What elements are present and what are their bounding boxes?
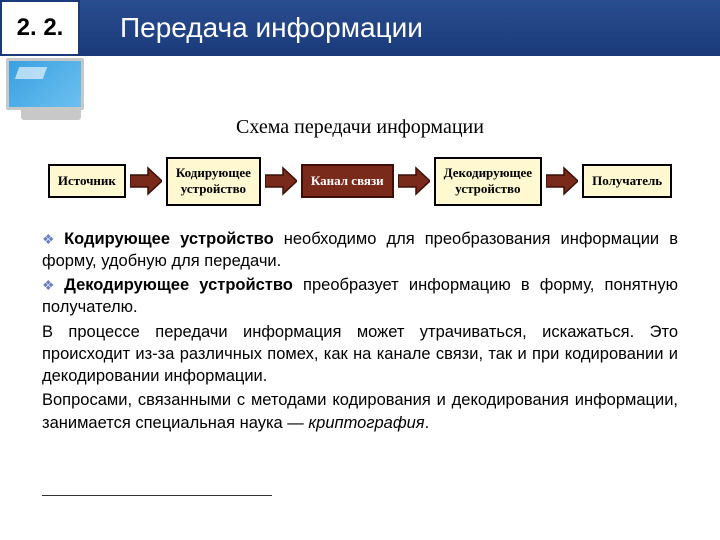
monitor-icon: [6, 58, 96, 128]
flow-node-encoder: Кодирующееустройство: [166, 157, 261, 206]
slide-header: 2. 2. Передача информации: [0, 0, 720, 56]
arrow-icon: [130, 166, 162, 196]
transmission-flowchart: Источник Кодирующееустройство Канал связи Д…: [0, 157, 720, 206]
body-paragraph: ❖Кодирующее устройство необходимо для пр…: [42, 228, 678, 273]
flow-node-decoder: Декодирующееустройство: [434, 157, 542, 206]
body-paragraph: Вопросами, связанными с методами кодиров…: [42, 389, 678, 434]
schema-subtitle: Схема передачи информации: [0, 116, 720, 139]
flow-node-source: Источник: [48, 164, 126, 198]
arrow-icon: [546, 166, 578, 196]
body-text: ❖Кодирующее устройство необходимо для пр…: [0, 206, 720, 434]
flow-node-dest: Получатель: [582, 164, 672, 198]
slide-title: Передача информации: [80, 0, 720, 56]
arrow-icon: [265, 166, 297, 196]
body-paragraph: ❖Декодирующее устройство преобразует инф…: [42, 274, 678, 319]
body-paragraph: В процессе передачи информация может утр…: [42, 321, 678, 388]
arrow-icon: [398, 166, 430, 196]
bullet-icon: ❖: [42, 277, 64, 293]
flow-node-channel: Канал связи: [301, 164, 394, 198]
footer-rule: [42, 495, 272, 496]
bullet-icon: ❖: [42, 231, 64, 247]
section-number: 2. 2.: [0, 0, 80, 56]
